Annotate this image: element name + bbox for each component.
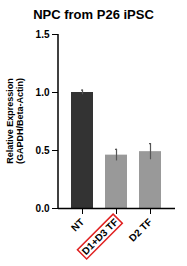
svg-text:D2 TF: D2 TF [127,216,154,243]
svg-text:0.0: 0.0 [36,203,50,214]
svg-text:Relative Expression(GAPDH/Beta: Relative Expression(GAPDH/Beta-Actin) [5,78,25,164]
svg-text:NT: NT [69,216,86,233]
html-text:NPC from P26 iPSC: NPC from P26 iPSC [33,7,154,22]
svg-text:D1+D3 TF: D1+D3 TF [80,216,121,257]
svg-text:1.5: 1.5 [36,29,50,40]
svg-text:1.0: 1.0 [36,87,50,98]
svg-text:0.5: 0.5 [36,145,50,156]
